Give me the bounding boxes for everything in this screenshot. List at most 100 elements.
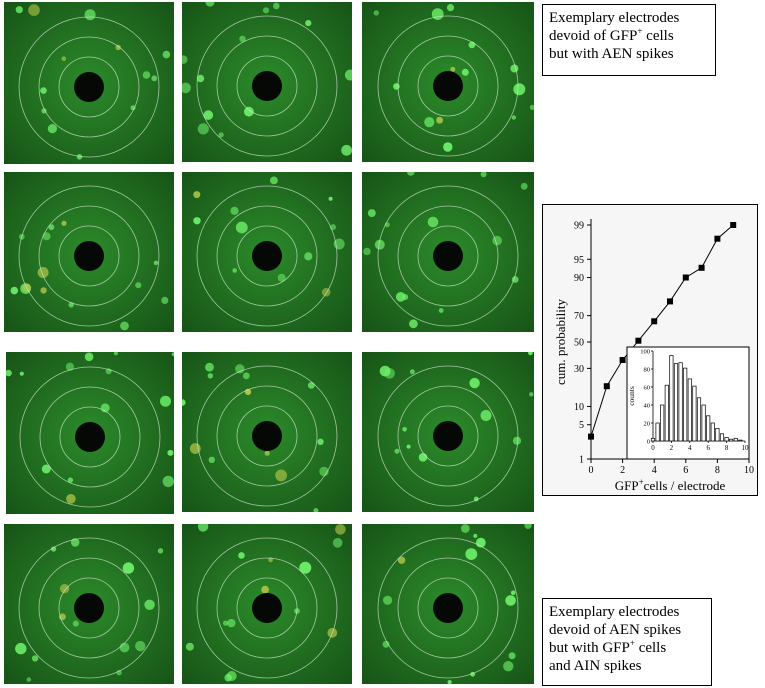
inset-y-tick-label: 80 <box>644 367 651 374</box>
gfp-cell <box>76 154 83 160</box>
gfp-cell <box>511 115 516 120</box>
gfp-cell <box>395 292 406 302</box>
gfp-cell <box>450 66 456 72</box>
caption-bottom-line4: and AIN spikes <box>549 658 642 674</box>
inset-x-tick-label: 8 <box>725 444 729 452</box>
gfp-cell <box>406 444 411 449</box>
caption-bottom: Exemplary electrodes devoid of AEN spike… <box>542 598 712 686</box>
gfp-cell <box>162 50 171 59</box>
gfp-cell <box>460 524 470 533</box>
gfp-cell <box>113 352 118 356</box>
gfp-cell <box>19 371 24 376</box>
gfp-cell <box>197 524 209 532</box>
gfp-cell <box>503 661 514 672</box>
gfp-cell <box>317 438 324 445</box>
y-tick-label: 99 <box>574 221 584 232</box>
electrode <box>75 422 105 452</box>
gfp-cell <box>6 369 12 377</box>
electrode-micrograph <box>4 172 174 332</box>
gfp-cell <box>382 640 390 648</box>
inset-x-tick-label: 2 <box>670 444 674 452</box>
gfp-cell <box>341 144 352 156</box>
gfp-cell <box>277 273 286 282</box>
electrode-micrograph <box>182 352 352 512</box>
gfp-cell <box>135 640 146 652</box>
gfp-cell <box>299 561 312 574</box>
data-point <box>588 433 594 440</box>
gfp-cell <box>524 524 532 529</box>
x-tick-label: 6 <box>683 465 688 476</box>
gfp-cell <box>66 494 76 504</box>
cumulative-probability-chart: 1 5 10 30 50 70 90 95 99 0 2 4 6 8 10 cum. probability G… <box>542 204 758 496</box>
gfp-cell <box>61 220 67 226</box>
electrode <box>74 241 104 271</box>
distance-ring <box>236 225 298 287</box>
gfp-cell <box>196 74 205 83</box>
gfp-cell <box>529 104 534 110</box>
gfp-cell <box>438 308 444 313</box>
gfp-cell <box>264 450 270 456</box>
electrode <box>252 241 282 271</box>
gfp-cell <box>193 191 201 199</box>
gfp-cell <box>10 286 19 295</box>
inset-x-tick-label: 0 <box>651 444 655 452</box>
histogram-bar <box>660 404 665 442</box>
gfp-cell <box>480 172 487 178</box>
gfp-cell <box>270 176 278 185</box>
electrode-micrograph <box>6 352 174 514</box>
gfp-cell <box>235 364 245 374</box>
gfp-cell <box>402 427 407 432</box>
gfp-cell <box>394 448 400 454</box>
inset-y-tick-label: 60 <box>644 385 651 392</box>
data-point <box>651 318 658 325</box>
gfp-cell <box>70 538 80 547</box>
electrode <box>433 241 463 271</box>
data-point <box>714 235 721 242</box>
gfp-cell <box>305 20 312 27</box>
inset-y-tick-label: 100 <box>640 349 650 356</box>
distance-ring <box>236 405 298 467</box>
gfp-cell <box>224 673 232 682</box>
gfp-cell <box>31 655 39 662</box>
gfp-cell <box>424 117 435 128</box>
histogram-bar <box>692 385 697 442</box>
inset-x-tick-label: 10 <box>742 444 750 452</box>
x-tick-label: 4 <box>652 465 657 476</box>
inset-x-tick-label: 6 <box>706 444 710 452</box>
gfp-cell <box>407 172 415 176</box>
gfp-cell <box>304 252 313 261</box>
gfp-cell <box>321 287 331 297</box>
gfp-cell <box>15 6 23 14</box>
electrode <box>433 593 463 623</box>
distance-ring <box>39 386 141 488</box>
histogram-bar <box>715 428 720 442</box>
gfp-cell <box>443 142 453 152</box>
distance-ring <box>58 225 120 287</box>
gfp-cell <box>383 595 393 605</box>
histogram-bar <box>706 415 711 442</box>
electrode <box>252 71 282 101</box>
distance-ring <box>397 35 499 137</box>
x-tick-label: 8 <box>715 465 720 476</box>
distance-ring <box>59 406 121 468</box>
gfp-cell <box>40 287 47 294</box>
distance-ring <box>38 557 140 659</box>
caption-top-line2: devoid of GFP+ cells <box>549 26 674 45</box>
gfp-cell <box>60 584 70 594</box>
gfp-cell <box>328 196 333 201</box>
distance-ring <box>417 577 479 639</box>
gfp-cell <box>239 35 246 42</box>
inset-x-tick-label: 4 <box>688 444 692 452</box>
y-tick-label: 50 <box>574 338 584 349</box>
distance-ring <box>397 205 499 307</box>
gfp-cell <box>116 670 122 676</box>
gfp-cell <box>447 680 452 684</box>
inset-y-tick-label: 40 <box>644 403 651 410</box>
histogram-bar <box>733 437 738 442</box>
gfp-cell <box>242 372 250 380</box>
gfp-cell <box>492 235 502 246</box>
gfp-cell <box>157 548 164 554</box>
gfp-cell <box>171 352 174 357</box>
electrode-micrograph <box>182 172 352 332</box>
gfp-cell <box>42 232 51 241</box>
